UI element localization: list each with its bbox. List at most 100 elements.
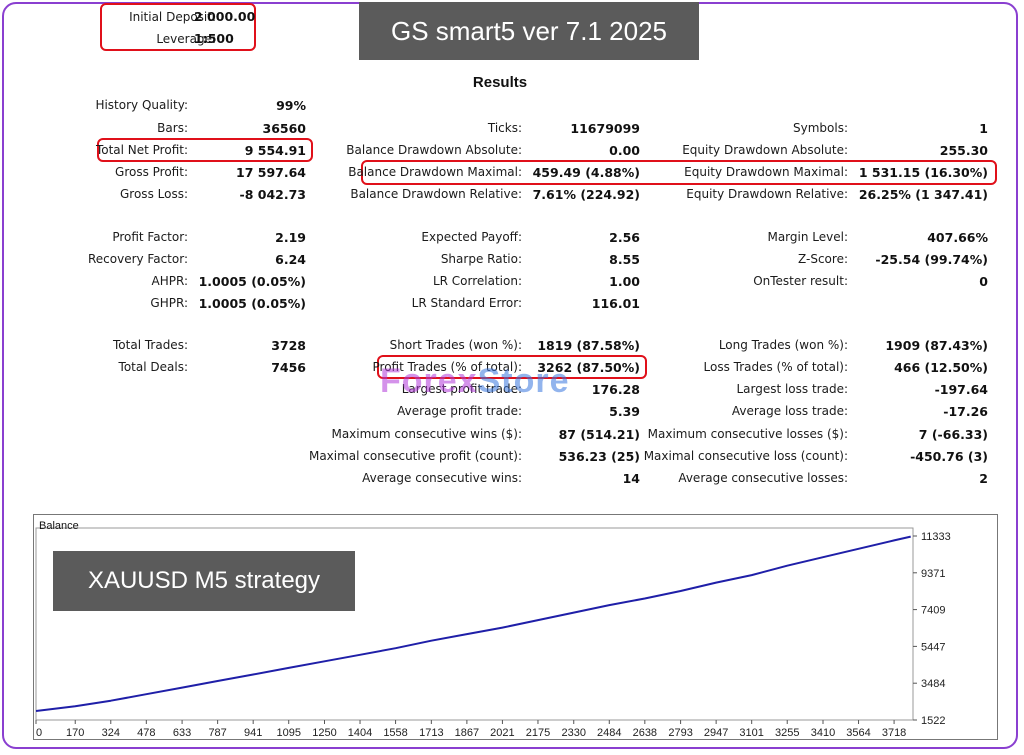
balance-series-line [35, 535, 911, 712]
col3-label-5: Z-Score: [798, 252, 848, 266]
x-tick-label: 941 [244, 727, 262, 739]
col1-label-7: AHPR: [151, 274, 188, 288]
col2-value-14: 14 [622, 471, 640, 486]
col1-value-2: 9 554.91 [244, 143, 306, 158]
col2-label-12: Maximum consecutive wins ($): [331, 427, 522, 441]
col1-value-4: -8 042.73 [239, 187, 306, 202]
col2-label-0: Ticks: [487, 121, 522, 135]
x-tick-label: 324 [102, 727, 120, 739]
col2-label-1: Balance Drawdown Absolute: [346, 143, 522, 157]
initial-deposit-label: Initial Deposit: [129, 10, 216, 24]
watermark-logo: ForexStore [380, 362, 670, 412]
col1-label-4: Gross Loss: [120, 187, 188, 201]
col2-value-6: 1.00 [609, 274, 640, 289]
col2-value-8: 1819 (87.58%) [537, 338, 640, 353]
col1-label-3: Gross Profit: [115, 165, 188, 179]
col1-value-5: 2.19 [275, 230, 306, 245]
deposit-highlight-box [100, 3, 256, 51]
col3-value-11: 7 (-66.33) [918, 427, 988, 442]
col1-value-1: 36560 [262, 121, 307, 136]
x-tick-label: 2330 [561, 727, 585, 739]
chart-plot-area [35, 527, 914, 721]
col2-value-0: 11679099 [570, 121, 640, 136]
col3-label-7: Long Trades (won %): [718, 338, 848, 352]
col3-value-2: 1 531.15 (16.30%) [858, 165, 988, 180]
col2-label-13: Maximal consecutive profit (count): [308, 449, 522, 463]
x-tick-label: 3718 [882, 727, 906, 739]
col3-value-9: -197.64 [934, 382, 988, 397]
col2-label-14: Average consecutive wins: [362, 471, 522, 485]
x-tick-label: 2484 [597, 727, 621, 739]
x-tick-label: 3410 [811, 727, 835, 739]
col2-value-5: 8.55 [609, 252, 640, 267]
col2-label-2: Balance Drawdown Maximal: [348, 165, 522, 179]
col2-value-4: 2.56 [609, 230, 640, 245]
y-tick-label: 11333 [921, 531, 951, 543]
watermark-part-forex: Forex [380, 362, 478, 400]
x-tick-label: 0 [36, 727, 42, 739]
col3-label-12: Maximal consecutive loss (count): [643, 449, 848, 463]
x-tick-label: 1867 [455, 727, 479, 739]
x-tick-label: 1404 [348, 727, 372, 739]
col3-value-3: 26.25% (1 347.41) [858, 187, 988, 202]
col1-label-0: History Quality: [95, 98, 188, 112]
col1-value-3: 17 597.64 [236, 165, 306, 180]
strategy-title-banner: GS smart5 ver 7.1 2025 [359, 2, 699, 60]
col1-label-9: Total Trades: [113, 338, 188, 352]
col3-label-8: Loss Trades (% of total): [703, 360, 849, 374]
chart-title: Balance [39, 520, 79, 532]
x-tick-label: 2947 [704, 727, 728, 739]
x-tick-label: 787 [208, 727, 226, 739]
col1-value-9: 3728 [271, 338, 306, 353]
col1-label-2: Total Net Profit: [95, 143, 188, 157]
col3-label-2: Equity Drawdown Maximal: [684, 165, 848, 179]
x-tick-label: 2021 [490, 727, 514, 739]
col2-value-13: 536.23 (25) [558, 449, 640, 464]
col1-label-1: Bars: [157, 121, 188, 135]
x-tick-label: 2638 [633, 727, 657, 739]
col1-value-7: 1.0005 (0.05%) [198, 274, 306, 289]
col3-label-10: Average loss trade: [731, 404, 848, 418]
x-tick-label: 170 [66, 727, 84, 739]
col2-value-1: 0.00 [609, 143, 640, 158]
watermark-part-store: Store [477, 362, 570, 400]
y-tick-label: 9371 [921, 568, 945, 580]
col3-value-5: -25.54 (99.74%) [875, 252, 988, 267]
x-tick-label: 478 [137, 727, 155, 739]
col2-value-11: 5.39 [609, 404, 640, 419]
col3-value-1: 255.30 [939, 143, 988, 158]
col2-label-8: Short Trades (won %): [389, 338, 522, 352]
col3-value-0: 1 [979, 121, 988, 136]
y-tick-label: 5447 [921, 641, 945, 653]
x-tick-label: 3564 [846, 727, 870, 739]
col1-value-8: 1.0005 (0.05%) [198, 296, 306, 311]
col3-value-12: -450.76 (3) [910, 449, 988, 464]
balance-chart-svg: Balance 11333 9371 7409 5447 3484 1522 0 170 324 4… [33, 514, 998, 740]
col2-label-3: Balance Drawdown Relative: [350, 187, 522, 201]
col3-value-6: 0 [979, 274, 988, 289]
col2-value-7: 116.01 [591, 296, 640, 311]
col3-value-4: 407.66% [927, 230, 988, 245]
col3-value-7: 1909 (87.43%) [885, 338, 988, 353]
y-tick-label: 1522 [921, 715, 945, 727]
col2-label-11: Average profit trade: [397, 404, 522, 418]
col3-value-13: 2 [979, 471, 988, 486]
col3-label-1: Equity Drawdown Absolute: [682, 143, 848, 157]
x-tick-label: 1250 [312, 727, 336, 739]
chart-frame [33, 514, 998, 740]
col2-value-10: 176.28 [591, 382, 640, 397]
col2-label-10: Largest profit trade: [401, 382, 522, 396]
x-tick-label: 3101 [739, 727, 763, 739]
col1-value-6: 6.24 [275, 252, 306, 267]
x-tick-label: 1095 [276, 727, 300, 739]
col3-label-11: Maximum consecutive losses ($): [647, 427, 848, 441]
col2-value-2: 459.49 (4.88%) [532, 165, 640, 180]
x-tick-label: 1713 [419, 727, 443, 739]
y-tick-label: 7409 [921, 605, 945, 617]
col3-value-8: 466 (12.50%) [894, 360, 988, 375]
col2-value-12: 87 (514.21) [558, 427, 640, 442]
col1-label-6: Recovery Factor: [87, 252, 188, 266]
col2-label-9: Profit Trades (% of total): [372, 360, 522, 374]
y-tick-label: 3484 [921, 678, 945, 690]
col3-label-6: OnTester result: [753, 274, 848, 288]
